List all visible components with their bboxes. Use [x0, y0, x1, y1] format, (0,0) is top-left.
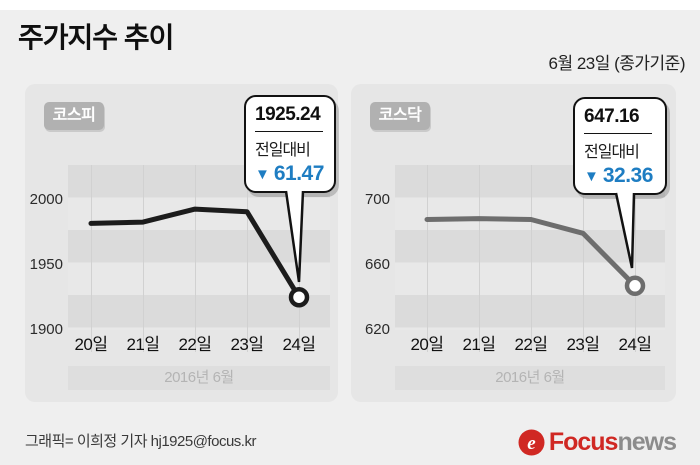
focusnews-logo-icon: e	[518, 429, 545, 455]
date-label: 6월 23일 (종가기준)	[548, 54, 686, 73]
gridline	[246, 165, 248, 352]
gridline	[530, 165, 532, 352]
change-row: ▼ 61.47	[255, 162, 326, 186]
brand-news-text: news	[617, 427, 677, 456]
callout-tail	[614, 192, 636, 269]
kosdaq-callout: 647.16 전일대비 ▼ 32.36	[573, 97, 667, 195]
change-label: 전일대비	[255, 142, 311, 159]
callout-tail	[284, 190, 305, 283]
x-tick: 24일	[282, 335, 316, 354]
x-tick: 20일	[410, 335, 444, 354]
kospi-change-value: 61.47	[273, 162, 325, 185]
y-tick: 1950	[29, 256, 63, 273]
y-tick: 700	[364, 191, 390, 208]
kosdaq-panel: 코스닥 700 660 620 20일 21일 22일 23일 24일 2016…	[351, 84, 676, 402]
kospi-badge: 코스피	[44, 102, 104, 130]
gridline	[90, 165, 92, 352]
page-title: 주가지수 추이	[18, 22, 174, 53]
x-tick: 23일	[566, 335, 600, 354]
period-label: 2016년 6월	[68, 366, 330, 390]
callout-separator	[584, 133, 652, 134]
kospi-close-value: 1925.24	[255, 104, 321, 125]
y-tick: 620	[364, 321, 390, 338]
kospi-panel: 코스피 2000 1950 1900 20일 21일 22일 23일 24일 2…	[25, 84, 338, 402]
x-tick: 23일	[230, 335, 264, 354]
change-label: 전일대비	[584, 144, 640, 161]
kosdaq-line-chart	[424, 216, 646, 297]
callout-separator	[255, 131, 323, 132]
kosdaq-close-value: 647.16	[584, 106, 640, 127]
kospi-callout: 1925.24 전일대비 ▼ 61.47	[244, 95, 336, 193]
gridline	[634, 165, 636, 352]
change-row: ▼ 32.36	[584, 164, 657, 188]
focusnews-logo: e Focus news	[518, 427, 677, 457]
period-label: 2016년 6월	[395, 366, 665, 390]
down-triangle-icon: ▼	[255, 165, 270, 183]
kosdaq-badge: 코스닥	[370, 102, 430, 130]
gridline	[478, 165, 480, 352]
x-tick: 24일	[618, 335, 652, 354]
x-tick: 22일	[514, 335, 548, 354]
y-tick: 2000	[29, 191, 63, 208]
svg-text:e: e	[527, 433, 536, 454]
x-tick: 20일	[74, 335, 108, 354]
kospi-line-chart	[88, 206, 310, 308]
y-tick: 1900	[29, 321, 63, 338]
down-triangle-icon: ▼	[584, 167, 599, 185]
kosdaq-change-value: 32.36	[602, 164, 654, 187]
x-tick: 21일	[462, 335, 496, 354]
x-tick: 21일	[126, 335, 160, 354]
brand-focus-text: Focus	[548, 427, 619, 456]
gridline	[582, 165, 584, 352]
x-tick: 22일	[178, 335, 212, 354]
gridline	[142, 165, 144, 352]
y-tick: 660	[364, 256, 390, 273]
gridline	[194, 165, 196, 352]
credit-line: 그래픽= 이희정 기자 hj1925@focus.kr	[25, 433, 256, 450]
gridline	[426, 165, 428, 352]
top-white-strip	[0, 0, 700, 10]
